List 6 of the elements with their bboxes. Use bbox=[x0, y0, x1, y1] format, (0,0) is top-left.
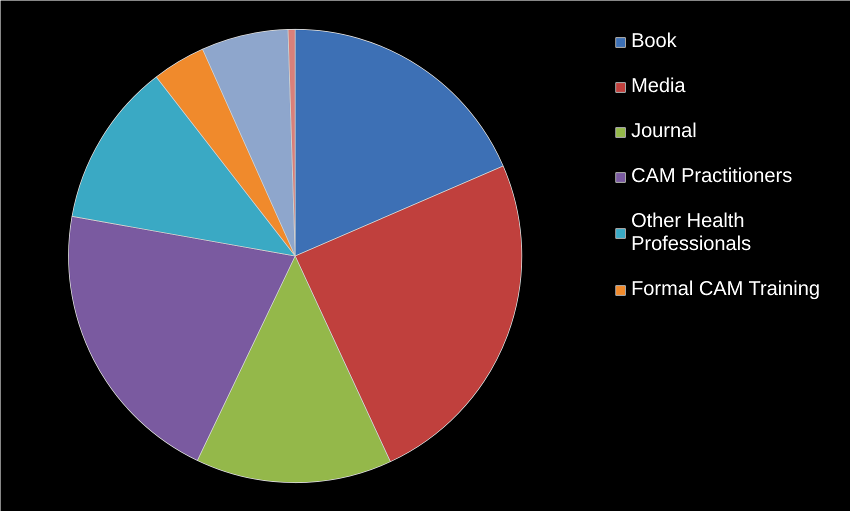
legend-label: Book bbox=[631, 30, 677, 53]
legend-label: Other Health Professionals bbox=[631, 210, 752, 256]
legend-label: Journal bbox=[631, 120, 697, 143]
legend-label: Formal CAM Training bbox=[631, 278, 820, 301]
legend-label: Media bbox=[631, 75, 686, 98]
legend-label: CAM Practitioners bbox=[631, 165, 792, 188]
